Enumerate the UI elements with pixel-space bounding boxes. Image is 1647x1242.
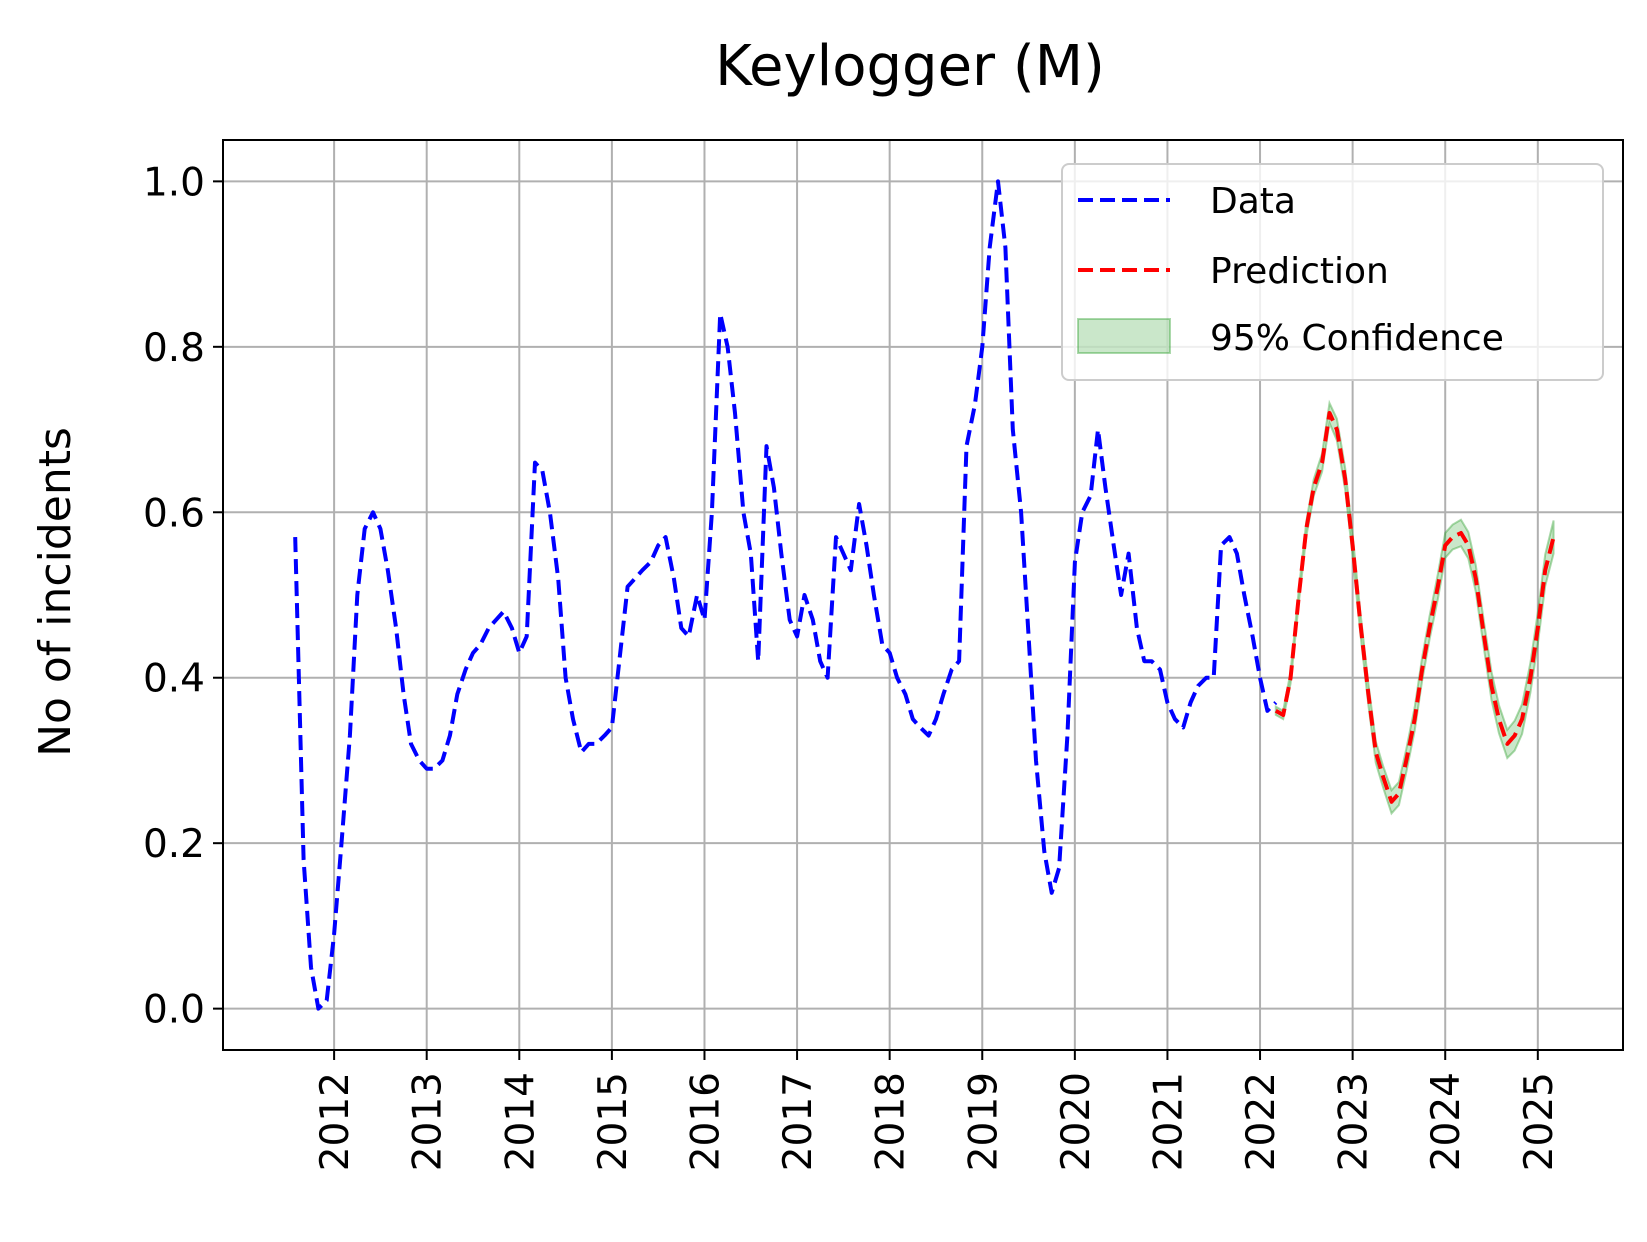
x-tick-label: 2018 — [869, 1072, 914, 1171]
x-tick-label: 2022 — [1239, 1072, 1284, 1171]
series-line-data — [293, 179, 1278, 1011]
x-tick-label: 2015 — [591, 1072, 636, 1171]
x-tick-label: 2017 — [776, 1072, 821, 1171]
x-tick-label: 2025 — [1517, 1072, 1562, 1171]
x-tick-label: 2024 — [1424, 1072, 1469, 1171]
x-tick-label: 2021 — [1146, 1072, 1191, 1171]
y-tick-label: 1.0 — [143, 160, 205, 205]
y-tick-label: 0.2 — [143, 822, 205, 867]
x-axis: 2012 2013 2014 2015 2016 2017 2018 2019 2020 2021… — [313, 1050, 1562, 1171]
x-tick-label: 2020 — [1054, 1072, 1099, 1171]
legend-confidence-label: 95% Confidence — [1210, 318, 1504, 359]
legend-data-label: Data — [1210, 181, 1296, 222]
legend: Data Prediction 95% Confidence — [1061, 163, 1604, 381]
legend-box — [1061, 163, 1604, 381]
x-tick-label: 2013 — [406, 1072, 451, 1171]
x-tick-label: 2019 — [961, 1072, 1006, 1171]
y-axis: 0.0 0.2 0.4 0.6 0.8 1.0 — [143, 160, 223, 1033]
series-line-prediction — [1274, 411, 1556, 804]
series-layer — [293, 179, 1556, 1011]
x-tick-label: 2016 — [683, 1072, 728, 1171]
x-tick-label: 2014 — [498, 1072, 543, 1171]
legend-prediction-label: Prediction — [1210, 251, 1389, 292]
plot-frame — [222, 139, 1624, 1051]
y-tick-label: 0.8 — [143, 326, 205, 371]
x-tick-label: 2023 — [1332, 1072, 1377, 1171]
x-tick-label: 2012 — [313, 1072, 358, 1171]
chart-title: Keylogger (M) — [715, 34, 1105, 99]
legend-confidence-swatch — [1077, 318, 1171, 354]
y-tick-label: 0.4 — [143, 657, 205, 702]
y-axis-label: No of incidents — [30, 427, 81, 757]
y-tick-label: 0.6 — [143, 491, 205, 536]
y-tick-label: 0.0 — [143, 988, 205, 1033]
